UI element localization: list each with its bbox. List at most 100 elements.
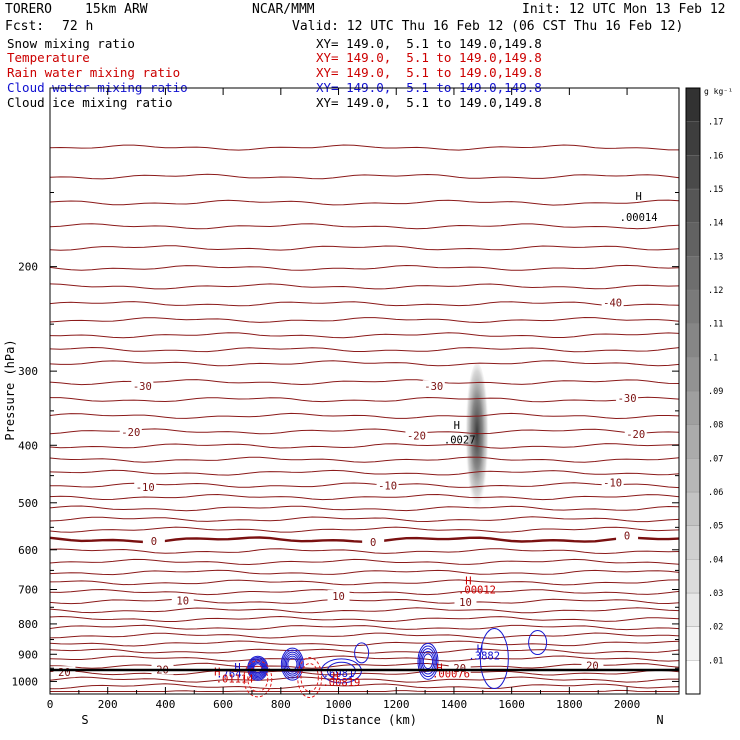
y-tick-label: 1000 [12, 675, 39, 688]
x-tick-label: 1600 [498, 698, 525, 711]
legend-label-snow: Snow mixing ratio [7, 36, 135, 51]
maximum-label: H [234, 662, 240, 674]
temperature-contour-label: -20 [626, 429, 645, 441]
cloud-water-contour [280, 647, 304, 681]
temperature-contour-label: -10 [378, 481, 397, 493]
grid-spacing: 15km ARW [85, 2, 148, 17]
maximum-label: H [214, 667, 220, 679]
temperature-contour [49, 569, 680, 576]
temperature-label-bg [362, 535, 385, 547]
temperature-contour-label: 10 [176, 595, 189, 607]
temperature-contour [49, 640, 680, 647]
init-time: Init: 12 UTC Mon 13 Feb 12 [522, 2, 726, 17]
legend-label-temperature: Temperature [7, 50, 90, 65]
temperature-contour [50, 689, 679, 692]
maximum-label: .764 [216, 669, 241, 681]
temperature-contour-label: -10 [136, 482, 155, 494]
temperature-contour [49, 173, 680, 180]
colorbar-level-label: .01 [708, 656, 723, 666]
cloud-water-contour [247, 655, 269, 681]
temperature-label-bg [624, 428, 647, 440]
y-tick-label: 400 [18, 439, 38, 452]
cloud-water-contour [418, 645, 438, 678]
colorbar-level-label: .02 [708, 623, 723, 633]
temperature-contour [49, 301, 680, 307]
y-tick-label: 800 [18, 618, 38, 631]
temperature-label-bg [119, 426, 142, 438]
cloud-water-contour [421, 650, 435, 672]
temperature-contour-label: 10 [332, 591, 345, 603]
colorbar-swatch [685, 121, 701, 156]
temperature-contour [49, 558, 680, 566]
x-tick-label: 0 [47, 698, 54, 711]
colorbar-swatch [685, 188, 701, 223]
x-tick-label: 1000 [325, 698, 352, 711]
temperature-contour [49, 632, 680, 639]
south-label: S [81, 713, 88, 727]
legend-xy-cloud-ice: XY= 149.0, 5.1 to 149.0,149.8 [316, 95, 542, 110]
colorbar-level-label: .13 [708, 252, 723, 262]
temperature-contour [49, 456, 680, 463]
temperature-contour [49, 469, 680, 476]
colorbar-swatch [685, 424, 701, 459]
legend-xy-snow: XY= 149.0, 5.1 to 149.0,149.8 [316, 36, 542, 51]
cloud-water-contour [282, 649, 303, 679]
temperature-contour-label: -20 [121, 427, 140, 439]
colorbar-swatch [685, 155, 701, 190]
x-tick-label: 2000 [614, 698, 641, 711]
maximum-label: H [465, 576, 471, 588]
temperature-contour [49, 144, 679, 151]
temperature-contour [49, 223, 680, 230]
temperature-contour-label: -30 [133, 381, 152, 393]
colorbar-swatch [685, 660, 701, 695]
temperature-contour-label: -20 [407, 430, 426, 442]
maximum-label: .00819 [322, 677, 360, 689]
x-tick-label: 800 [271, 698, 291, 711]
temperature-label-bg [448, 662, 471, 674]
temperature-label-bg [131, 380, 154, 392]
maximum-label: .3882 [468, 651, 500, 663]
maximum-label: .01114 [216, 673, 254, 685]
maximum-label: H [332, 671, 338, 683]
maximum-label: H [436, 663, 442, 675]
maximum-label: .0027 [444, 434, 476, 446]
temperature-label-bg [405, 429, 428, 441]
x-tick-label: 600 [213, 698, 233, 711]
cloud-water-contour [354, 642, 370, 664]
colorbar-level-label: .15 [708, 185, 723, 195]
temperature-contour [49, 615, 680, 623]
colorbar-swatch [685, 357, 701, 392]
cloud-water-contour [287, 657, 298, 671]
temperature-contour [49, 598, 680, 605]
temperature-contour-label: -30 [424, 381, 443, 393]
cloud-water-contour [420, 648, 436, 675]
rain-contour [297, 657, 323, 699]
cloud-water-contour [286, 655, 299, 673]
cloud-water-contour [422, 653, 434, 670]
temperature-contour [49, 360, 680, 367]
temperature-label-bg [616, 529, 639, 541]
colorbar-level-label: .11 [708, 320, 723, 330]
snow-mixing-shading [465, 363, 490, 519]
temperature-label-bg [171, 594, 194, 606]
colorbar-level-label: .08 [708, 421, 723, 431]
temperature-contour [50, 396, 680, 403]
y-axis-label: Pressure (hPa) [3, 339, 17, 440]
cloud-water-contour [248, 656, 268, 680]
maximum-label: .00076 [432, 669, 470, 681]
colorbar-swatch [685, 592, 701, 627]
colorbar-level-label: .12 [708, 286, 723, 296]
temperature-contour [49, 316, 680, 324]
colorbar-swatch [685, 559, 701, 594]
legend-xy-temperature: XY= 149.0, 5.1 to 149.0,149.8 [316, 50, 542, 65]
legend-label-rain: Rain water mixing ratio [7, 65, 181, 80]
cloud-water-contour [528, 630, 548, 656]
cloud-water-contour [283, 651, 302, 677]
temperature-contour [49, 412, 680, 420]
colorbar-level-label: .04 [708, 555, 723, 565]
maximum-label: H [635, 191, 641, 203]
temperature-contour [49, 588, 680, 596]
temperature-label-bg [454, 596, 477, 608]
colorbar-level-label: .17 [708, 118, 723, 128]
